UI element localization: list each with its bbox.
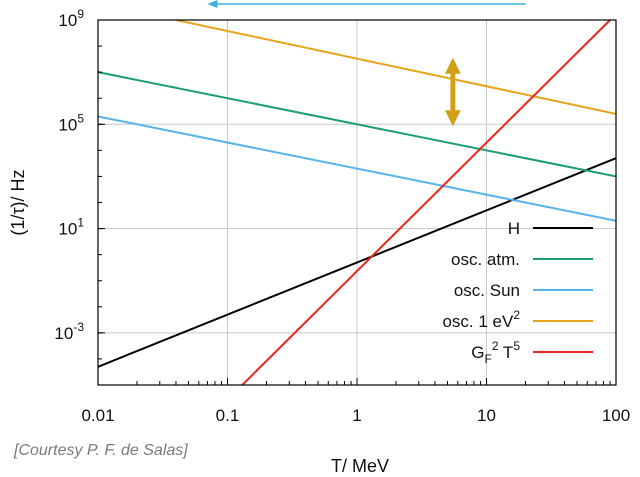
annotations	[207, 0, 526, 127]
legend-label: osc. atm.	[451, 250, 520, 269]
legend-label: GF2 T5	[471, 339, 520, 366]
x-tick-label: 100	[602, 406, 630, 425]
x-tick-label: 0.1	[216, 406, 240, 425]
series-line-2	[98, 115, 616, 222]
legend-label: osc. 1 eV2	[442, 308, 520, 331]
x-tick-label: 0.01	[81, 406, 114, 425]
y-axis-label: (1/τ)/ Hz	[8, 169, 28, 235]
legend-item: osc. atm.	[451, 250, 593, 269]
legend-item: GF2 T5	[471, 339, 593, 366]
time-direction-arrow	[207, 0, 526, 8]
x-tick-label: 10	[477, 406, 496, 425]
uncertainty-double-arrow	[444, 57, 461, 127]
legend-label: osc. Sun	[454, 281, 520, 300]
legend-item: osc. 1 eV2	[442, 308, 593, 331]
y-tick-label: 101	[58, 216, 84, 239]
series-lines	[98, 20, 616, 385]
x-tick-label: 1	[352, 406, 361, 425]
series-line-1	[98, 71, 616, 178]
grid	[97, 19, 617, 385]
y-tick-label: 105	[58, 111, 84, 134]
y-tick-label: 10-3	[54, 320, 84, 343]
legend-item: H	[508, 219, 593, 238]
series-line-0	[98, 157, 616, 368]
y-tick-label: 109	[58, 7, 84, 30]
series-line-4	[241, 20, 611, 385]
x-axis-label: T/ MeV	[331, 456, 389, 476]
credit-note: [Courtesy P. F. de Salas]	[14, 442, 188, 459]
legend-item: osc. Sun	[454, 281, 593, 300]
legend-label: H	[508, 219, 520, 238]
ticks: 0.01 0.1 1 10 100 10-3 101 105 109	[54, 7, 630, 425]
series-line-3	[175, 20, 616, 115]
